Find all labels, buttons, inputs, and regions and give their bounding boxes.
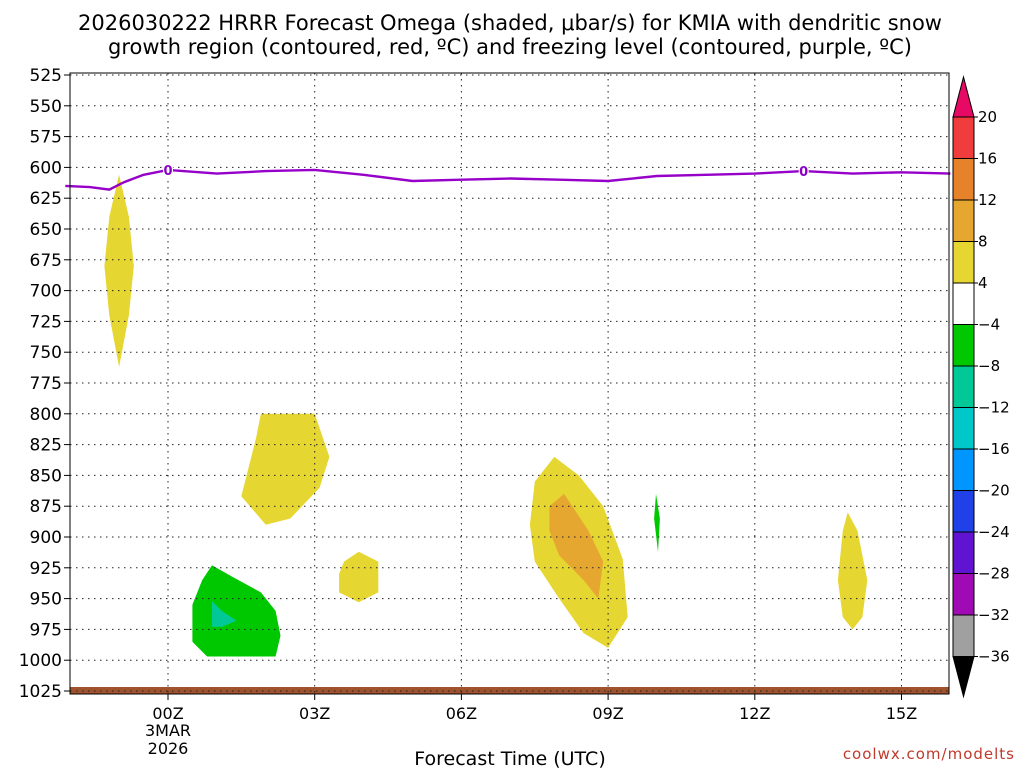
y-tick-label-6: 675 [30,251,62,271]
omega-region-7 [212,601,237,627]
omega-region-0 [104,174,134,367]
colorbar-segment-6 [952,365,975,408]
omega-region-8 [654,493,660,552]
y-tick-label-15: 900 [30,528,62,548]
colorbar-label-6: −8 [978,357,1000,375]
date-label-month: 3MAR [145,721,191,740]
freezing-label-bg-1 [798,163,809,180]
x-tick-label-3: 09Z [592,704,623,723]
date-label-year: 2026 [148,739,189,758]
ground-layer [70,687,949,694]
colorbar-label-13: −36 [978,648,1010,666]
colorbar-segment-1 [952,158,975,201]
omega-region-1 [241,413,330,525]
freezing-label-bg-0 [163,161,173,178]
x-axis-label: Forecast Time (UTC) [414,748,605,768]
x-axis: 00Z 03Z 06Z 09Z 12Z 15Z [152,694,917,723]
x-tick-label-1: 03Z [299,704,330,723]
y-tick-label-10: 775 [30,374,62,394]
y-tick-label-5: 650 [30,220,62,240]
chart-title-line1: 2026030222 HRRR Forecast Omega (shaded, … [78,11,942,35]
y-tick-label-20: 1025 [19,682,62,702]
omega-region-2 [339,551,379,603]
credit-text: coolwx.com/modelts [843,745,1015,763]
colorbar-segment-12 [952,614,975,657]
y-tick-label-4: 625 [30,189,62,209]
colorbar-label-11: −28 [978,565,1010,583]
colorbar-segment-5 [952,324,975,367]
x-tick-label-0: 00Z [152,704,183,723]
chart-title-line2: growth region (contoured, red, ºC) and f… [108,35,912,59]
y-tick-label-11: 800 [30,405,62,425]
omega-colorbar: 20 16 12 8 4 −4 −8 −12 −16 −20 −24 −28 −32 −36 [952,75,1010,699]
colorbar-segment-7 [952,407,975,450]
colorbar-label-10: −24 [978,523,1010,541]
x-tick-label-5: 15Z [886,704,917,723]
y-tick-label-14: 875 [30,497,62,517]
colorbar-top-arrow [952,75,975,118]
y-tick-label-0: 525 [30,66,62,86]
y-tick-label-17: 950 [30,590,62,610]
colorbar-label-4: 4 [978,274,988,292]
colorbar-segment-4 [952,282,975,325]
y-tick-label-18: 975 [30,620,62,640]
omega-shaded-regions [104,174,868,657]
y-tick-label-8: 725 [30,312,62,332]
y-tick-label-3: 600 [30,158,62,178]
colorbar-label-2: 12 [978,191,997,209]
colorbar-segment-3 [952,241,975,284]
omega-region-5 [837,512,868,630]
colorbar-segment-11 [952,573,975,616]
colorbar-segment-0 [952,116,975,159]
colorbar-label-0: 20 [978,108,997,126]
y-tick-label-9: 750 [30,343,62,363]
omega-region-6 [192,565,281,657]
colorbar-label-9: −20 [978,482,1010,500]
colorbar-bottom-arrow [952,656,975,699]
omega-region-4 [549,493,604,599]
colorbar-segment-2 [952,199,975,242]
y-tick-label-1: 550 [30,97,62,117]
colorbar-label-3: 8 [978,233,988,251]
colorbar-segment-10 [952,531,975,574]
ground-strip [70,687,949,694]
colorbar-segment-8 [952,448,975,491]
colorbar-label-8: −16 [978,440,1010,458]
colorbar-label-7: −12 [978,399,1010,417]
x-tick-label-4: 12Z [739,704,770,723]
y-tick-label-19: 1000 [19,651,62,671]
colorbar-segment-9 [952,490,975,533]
y-axis: 525 550 575 600 625 650 675 700 725 750 775 800 825 8… [19,66,70,702]
colorbar-label-12: −32 [978,606,1010,624]
freezing-level-line [65,168,951,191]
y-tick-label-13: 850 [30,466,62,486]
y-tick-label-16: 925 [30,559,62,579]
y-tick-label-2: 575 [30,128,62,148]
y-tick-label-12: 825 [30,436,62,456]
x-tick-label-2: 06Z [446,704,477,723]
colorbar-label-5: −4 [978,316,1000,334]
y-tick-label-7: 700 [30,282,62,302]
freezing-label-1: 0 [799,165,808,180]
freezing-label-0: 0 [163,164,172,179]
colorbar-label-1: 16 [978,150,997,168]
